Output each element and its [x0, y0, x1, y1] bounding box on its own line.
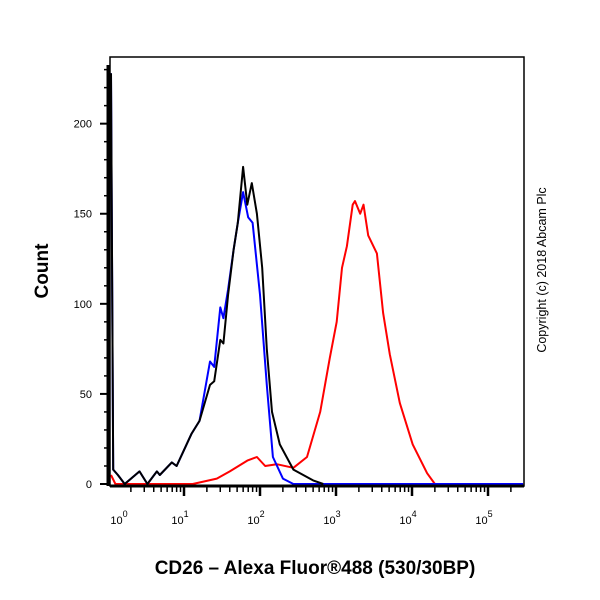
x-tick-label: 102: [247, 509, 264, 527]
series-group: [110, 73, 524, 485]
y-tick-label: 0: [86, 479, 92, 491]
y-axis-title: Count: [32, 243, 53, 299]
copyright-text: Copyright (c) 2018 Abcam Plc: [535, 187, 549, 352]
x-axis: 100 101 102 103 104 105: [110, 484, 524, 527]
x-tick-label: 100: [110, 509, 127, 527]
x-tick-label: 105: [475, 509, 492, 527]
series-line-0: [110, 200, 524, 485]
x-tick-label: 104: [399, 509, 416, 527]
y-tick-label: 100: [74, 299, 92, 311]
series-line-2: [110, 73, 324, 485]
y-tick-label: 50: [80, 389, 92, 401]
y-axis: 0 50 100 150 200: [74, 65, 110, 491]
x-tick-label: 101: [171, 509, 188, 527]
x-tick-label: 103: [323, 509, 340, 527]
y-tick-label: 200: [74, 119, 92, 131]
x-axis-title: CD26 – Alexa Fluor®488 (530/30BP): [155, 558, 476, 579]
y-tick-label: 150: [74, 209, 92, 221]
